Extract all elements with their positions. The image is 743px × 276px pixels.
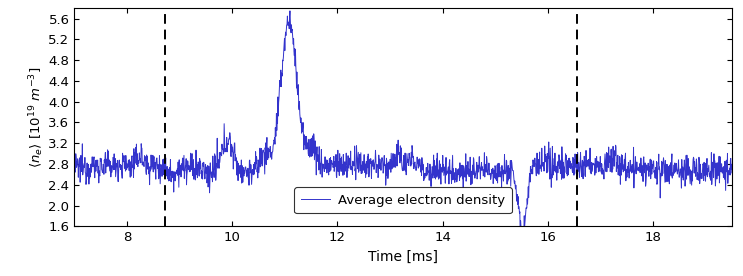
X-axis label: Time [ms]: Time [ms] bbox=[368, 250, 438, 264]
Average electron density bbox=[517, 251, 526, 254]
Legend: Average electron density: Average electron density bbox=[294, 187, 512, 213]
Average electron density bbox=[339, 174, 348, 177]
Average electron density bbox=[317, 162, 325, 165]
Line: Average electron density: Average electron density bbox=[74, 11, 732, 252]
Average electron density bbox=[727, 171, 736, 174]
Average electron density bbox=[210, 152, 219, 156]
Average electron density bbox=[285, 9, 294, 12]
Average electron density bbox=[70, 168, 79, 171]
Y-axis label: $\langle n_e \rangle\ [10^{19}\ m^{-3}]$: $\langle n_e \rangle\ [10^{19}\ m^{-3}]$ bbox=[27, 67, 45, 168]
Average electron density bbox=[519, 228, 528, 231]
Average electron density bbox=[108, 171, 117, 174]
Average electron density bbox=[342, 152, 351, 155]
